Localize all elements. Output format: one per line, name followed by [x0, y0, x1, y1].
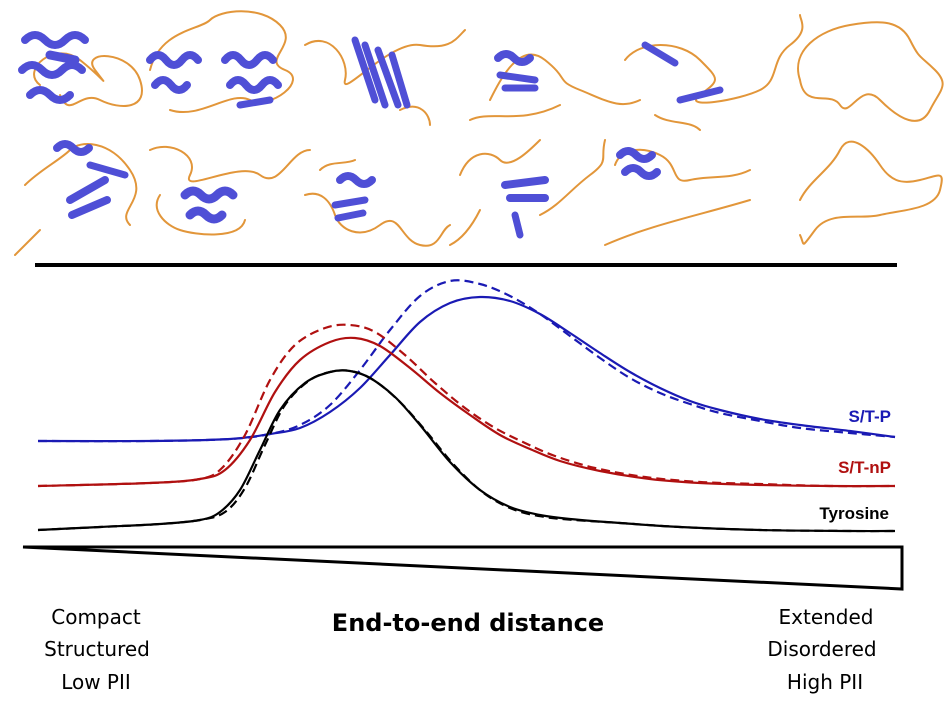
curve-stnp-solid — [37, 336, 896, 488]
series-label-stnp: S/T-nP — [838, 458, 891, 477]
protein-structure-11 — [604, 147, 751, 246]
distance-wedge — [22, 545, 904, 591]
protein-structure-8 — [149, 145, 311, 236]
curve-tyr-dashed — [37, 369, 896, 533]
protein-structure-7 — [14, 140, 138, 256]
protein-structure-10 — [449, 139, 606, 246]
protein-structure-3 — [304, 29, 466, 126]
protein-structure-5 — [624, 14, 804, 131]
series-label-stp: S/T-P — [848, 407, 891, 426]
protein-structure-2 — [146, 10, 294, 113]
distribution-curves — [37, 279, 896, 533]
curve-stp-solid — [37, 295, 896, 443]
protein-structure-9 — [304, 159, 451, 247]
right-descriptors: Extended Disordered High PII — [767, 605, 876, 694]
protein-structure-6 — [797, 21, 944, 122]
curve-stp-dashed — [37, 279, 896, 443]
curve-tyr-solid — [37, 369, 896, 533]
curve-stnp-dashed — [37, 323, 896, 488]
series-label-tyrosine: Tyrosine — [819, 504, 889, 523]
protein-structure-1 — [18, 31, 143, 107]
left-descriptors: Compact Structured Low PII — [44, 605, 150, 694]
right-descriptor-high-pii: High PII — [787, 670, 863, 694]
protein-structures-panel — [14, 10, 944, 256]
left-descriptor-low-pii: Low PII — [61, 670, 131, 694]
protein-structure-4 — [469, 50, 641, 121]
axis-title: End-to-end distance — [332, 609, 604, 637]
right-descriptor-disordered: Disordered — [767, 637, 876, 661]
left-descriptor-compact: Compact — [51, 605, 141, 629]
left-descriptor-structured: Structured — [44, 637, 150, 661]
right-descriptor-extended: Extended — [779, 605, 874, 629]
protein-structure-12 — [799, 140, 943, 245]
